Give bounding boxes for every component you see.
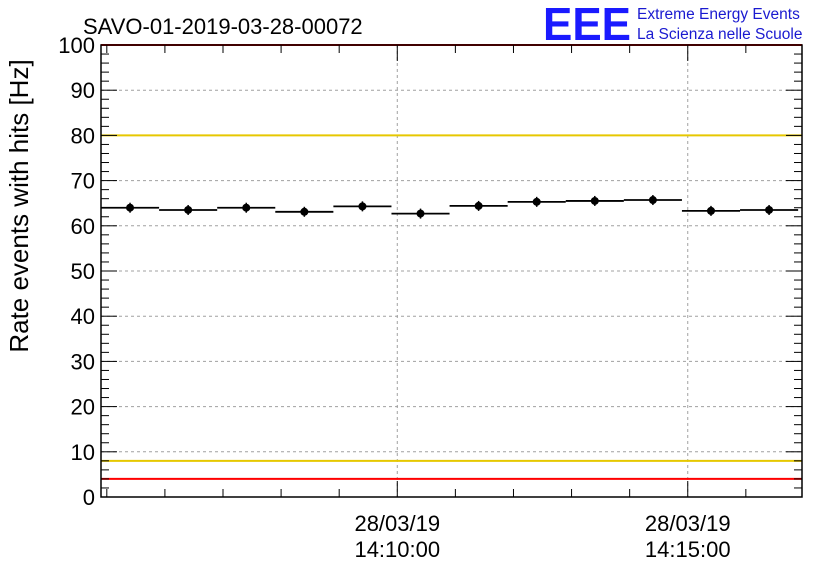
data-point: [333, 201, 392, 212]
y-tick-label: 20: [71, 395, 95, 420]
marker: [184, 205, 193, 214]
data-point: [159, 204, 218, 215]
x-tick-date: 28/03/19: [354, 511, 440, 536]
grid: [101, 45, 802, 497]
x-tick-date: 28/03/19: [645, 511, 731, 536]
y-tick-label: 40: [71, 304, 95, 329]
y-tick-label: 10: [71, 440, 95, 465]
marker: [416, 209, 425, 218]
data-point: [275, 206, 334, 217]
marker: [358, 202, 367, 211]
data-point: [740, 204, 799, 215]
y-axis-label: Rate events with hits [Hz]: [4, 59, 34, 352]
y-tick-label: 90: [71, 78, 95, 103]
data-point: [565, 195, 624, 206]
data-point: [101, 202, 160, 213]
logo-line2: La Scienza nelle Scuole: [637, 26, 802, 43]
y-tick-label: 70: [71, 169, 95, 194]
axes: [100, 44, 803, 498]
eee-logo: EEE Extreme Energy Events La Scienza nel…: [543, 0, 802, 50]
marker: [242, 203, 251, 212]
x-tick-time: 14:10:00: [354, 537, 440, 562]
y-tick-label: 0: [83, 485, 95, 510]
data-point: [623, 195, 682, 206]
logo-mark: EEE: [543, 0, 631, 50]
y-tick-label: 50: [71, 259, 95, 284]
marker: [706, 206, 715, 215]
data-point: [507, 196, 566, 207]
y-tick-labels: 0 10 20 30 40 50 60 70 80 90 100: [58, 33, 95, 510]
data-point: [681, 205, 741, 216]
marker: [300, 207, 309, 216]
marker: [648, 196, 657, 205]
y-tick-label: 30: [71, 349, 95, 374]
y-tick-label: 80: [71, 123, 95, 148]
y-tick-label: 100: [58, 33, 95, 58]
marker: [532, 197, 541, 206]
marker: [126, 203, 135, 212]
y-tick-label: 60: [71, 214, 95, 239]
chart-title: SAVO-01-2019-03-28-00072: [83, 14, 363, 39]
logo-line1: Extreme Energy Events: [637, 6, 800, 23]
data-point: [391, 208, 450, 219]
marker: [590, 196, 599, 205]
data-points: [101, 195, 799, 219]
marker: [474, 201, 483, 210]
marker: [765, 205, 774, 214]
reference-lines: [101, 44, 802, 480]
x-tick-time: 14:15:00: [645, 537, 731, 562]
data-point: [449, 200, 508, 211]
data-point: [217, 202, 276, 213]
